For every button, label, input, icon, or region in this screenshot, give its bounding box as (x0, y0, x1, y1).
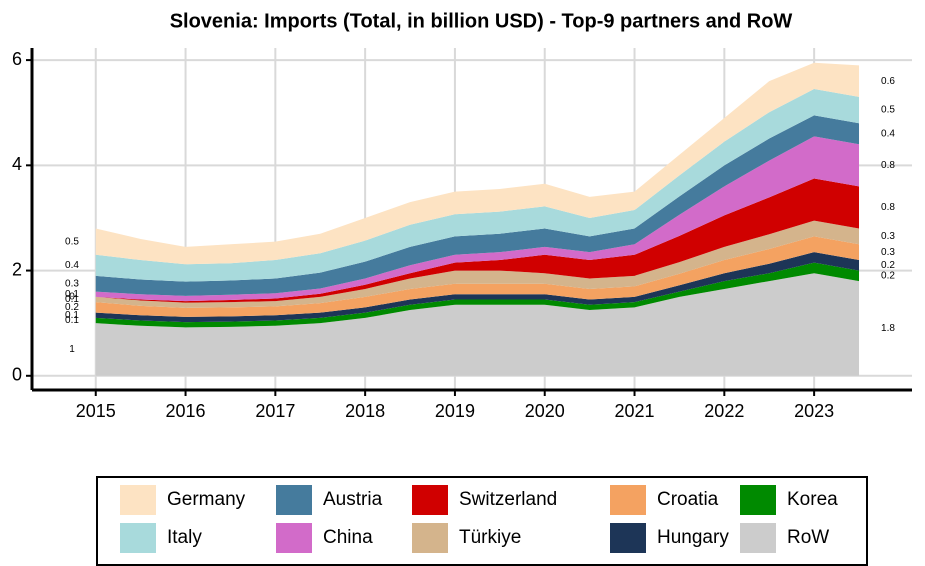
data-label: 0.4 (65, 260, 79, 271)
legend-swatch (412, 523, 448, 553)
y-tick-label: 2 (12, 259, 22, 279)
data-label: 0.5 (65, 236, 79, 247)
y-tick-label: 6 (12, 49, 22, 69)
legend-label: Türkiye (459, 527, 521, 548)
area (95, 273, 860, 376)
area (95, 115, 860, 296)
data-label: 1.8 (881, 323, 895, 334)
data-label: 0.5 (881, 105, 895, 116)
chart-title: Slovenia: Imports (Total, in billion USD… (170, 10, 793, 32)
legend-swatch (120, 523, 156, 553)
area (95, 89, 860, 282)
area (95, 62, 860, 265)
data-label: 0.4 (881, 128, 895, 139)
area (95, 220, 860, 308)
legend-swatch (412, 485, 448, 515)
data-label: 0.1 (65, 310, 79, 321)
y-tick-label: 4 (12, 154, 22, 174)
area (95, 136, 860, 302)
data-label: 0.6 (881, 76, 895, 87)
x-tick-label: 2023 (794, 401, 834, 421)
area (95, 236, 860, 317)
data-label: 0.3 (65, 278, 79, 289)
x-tick-label: 2020 (525, 401, 565, 421)
x-tick-label: 2018 (345, 401, 385, 421)
data-label: 0.8 (881, 202, 895, 213)
data-label: 0.2 (881, 270, 895, 281)
x-tick-label: 2015 (76, 401, 116, 421)
legend-swatch (276, 523, 312, 553)
legend-label: Italy (167, 527, 202, 548)
data-label: 0.2 (65, 302, 79, 313)
y-tick-label: 0 (12, 365, 22, 385)
legend-label: Switzerland (459, 489, 557, 510)
legend-swatch (610, 485, 646, 515)
data-label: 0.8 (881, 160, 895, 171)
x-tick-label: 2019 (435, 401, 475, 421)
data-label: 0.3 (881, 231, 895, 242)
x-tick-label: 2021 (615, 401, 655, 421)
legend-label: Korea (787, 489, 838, 510)
data-label: 0 (69, 292, 75, 303)
legend-label: RoW (787, 527, 829, 548)
legend-box (96, 476, 868, 566)
x-tick-label: 2017 (255, 401, 295, 421)
data-label: 0.2 (881, 260, 895, 271)
data-label: 0.1 (65, 294, 79, 305)
legend-swatch (740, 485, 776, 515)
legend-swatch (120, 485, 156, 515)
legend-label: Germany (167, 489, 246, 510)
legend-label: Croatia (657, 489, 719, 510)
legend-label: Austria (323, 489, 383, 510)
legend-label: China (323, 527, 373, 548)
area (95, 178, 860, 303)
x-tick-label: 2016 (166, 401, 206, 421)
data-label: 0.1 (65, 315, 79, 326)
x-tick-label: 2022 (704, 401, 744, 421)
legend-label: Hungary (657, 527, 729, 548)
data-label: 1 (69, 344, 75, 355)
data-label: 0.3 (881, 247, 895, 258)
data-label: 0.1 (65, 289, 79, 300)
legend-swatch (276, 485, 312, 515)
legend-swatch (740, 523, 776, 553)
legend-swatch (610, 523, 646, 553)
